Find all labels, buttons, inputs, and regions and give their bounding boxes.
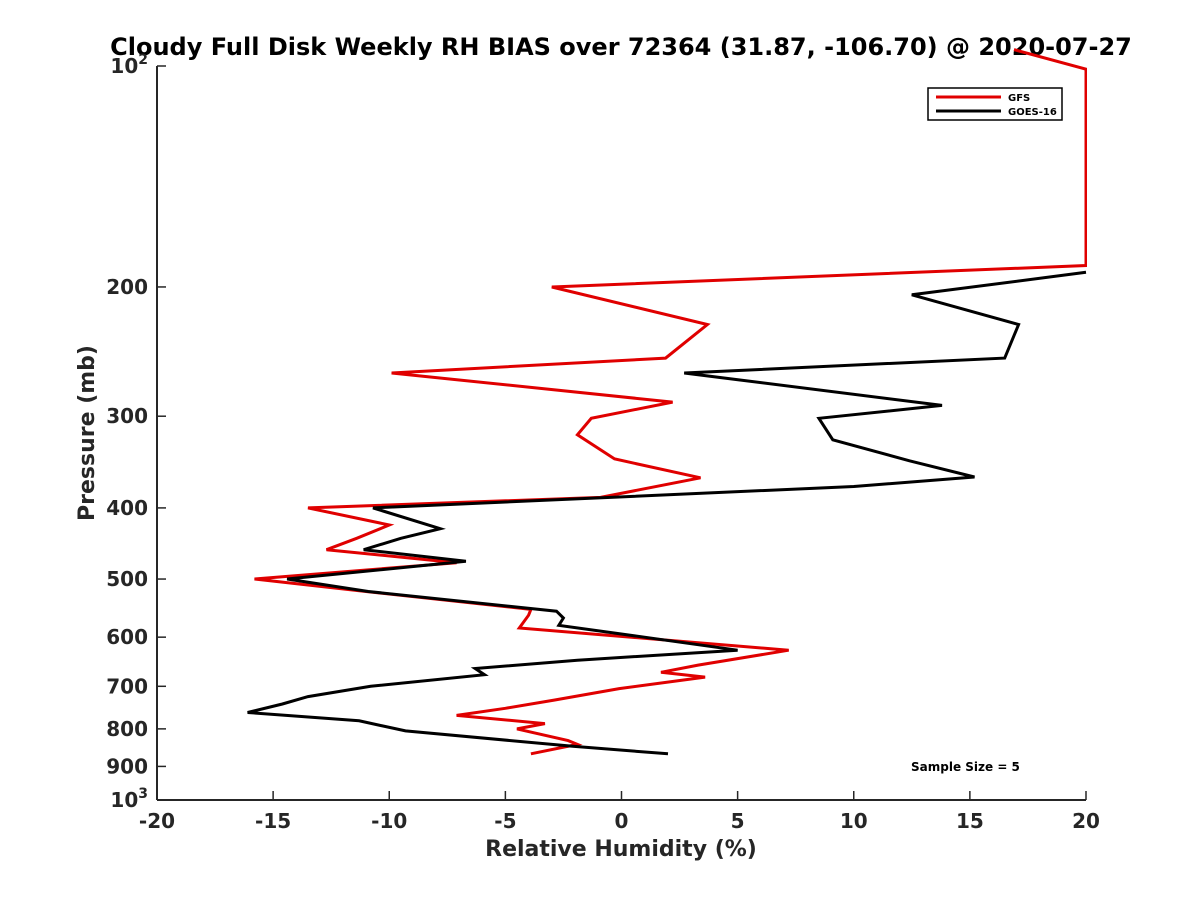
legend: GFS GOES-16 [927, 87, 1063, 121]
x-tick-label: 15 [956, 809, 984, 833]
y-axis-label: Pressure (mb) [75, 345, 100, 521]
legend-box [927, 87, 1063, 121]
x-ticks: -20 -15 -10 -5 0 5 10 15 20 [139, 791, 1100, 833]
x-tick-label: -15 [255, 809, 291, 833]
sample-size-note: Sample Size = 5 [911, 760, 1020, 774]
series-line-goes-16 [247, 270, 1087, 756]
y-tick-label: 800 [106, 717, 148, 741]
y-tick-label: 700 [106, 674, 148, 698]
legend-label-gfs: GFS [1008, 93, 1030, 104]
x-tick-label: 0 [615, 809, 629, 833]
x-tick-label: -5 [494, 809, 516, 833]
x-tick-label: -20 [139, 809, 175, 833]
x-tick-label: 20 [1072, 809, 1100, 833]
x-tick-label: -10 [371, 809, 407, 833]
chart-title: Cloudy Full Disk Weekly RH BIAS over 723… [110, 33, 1132, 61]
y-tick-label: 300 [106, 404, 148, 428]
series-layer [247, 48, 1087, 756]
y-tick-label: 102 [110, 52, 148, 78]
x-axis-label: Relative Humidity (%) [485, 837, 757, 862]
y-tick-label: 103 [110, 786, 148, 812]
y-tick-label: 900 [106, 754, 148, 778]
y-tick-label: 500 [106, 567, 148, 591]
y-ticks: 102 200 300 400 500 600 700 800 900 103 [106, 52, 166, 812]
y-tick-label: 200 [106, 275, 148, 299]
legend-label-goes16: GOES-16 [1008, 107, 1057, 118]
y-tick-label: 400 [106, 496, 148, 520]
x-tick-label: 10 [840, 809, 868, 833]
x-tick-label: 5 [731, 809, 745, 833]
y-tick-label: 600 [106, 625, 148, 649]
